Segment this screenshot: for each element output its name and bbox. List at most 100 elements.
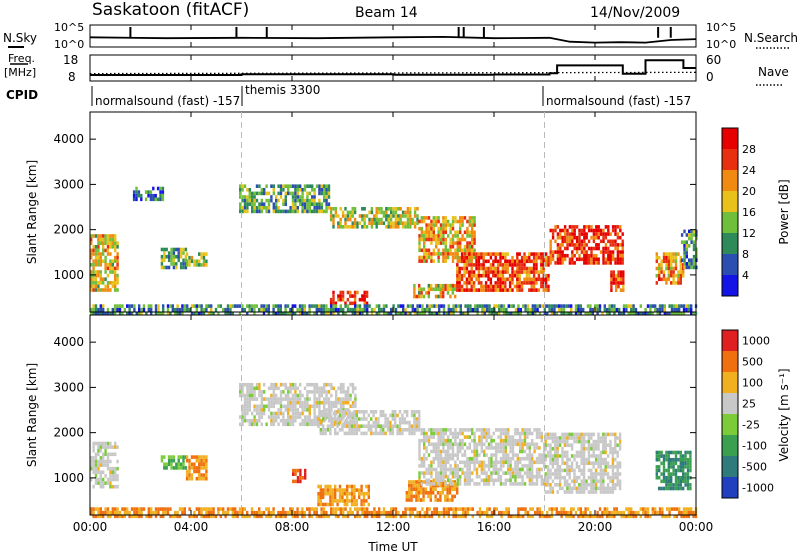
velocity-cell xyxy=(226,507,230,511)
velocity-cell xyxy=(592,432,595,437)
velocity-cell xyxy=(526,474,529,479)
velocity-cell xyxy=(587,483,591,487)
velocity-cell xyxy=(435,507,438,511)
power-cell xyxy=(602,235,605,240)
velocity-cell xyxy=(394,417,397,421)
power-cell xyxy=(573,232,576,236)
power-cell xyxy=(202,255,206,260)
power-cell xyxy=(568,239,572,244)
power-cell xyxy=(516,288,519,292)
velocity-cell xyxy=(495,460,498,465)
power-cell xyxy=(619,250,622,254)
velocity-cell xyxy=(558,483,562,487)
velocity-cell xyxy=(353,413,356,418)
velocity-cell xyxy=(432,446,435,450)
velocity-cell xyxy=(544,457,547,462)
power-cell xyxy=(456,266,459,271)
power-cell xyxy=(603,304,606,308)
velocity-cell xyxy=(104,459,107,464)
velocity-cell xyxy=(282,418,285,423)
power-cell xyxy=(568,261,572,265)
velocity-cell xyxy=(677,479,680,484)
velocity-cell xyxy=(522,514,525,519)
power-cell xyxy=(597,232,600,236)
velocity-cell xyxy=(190,473,194,477)
velocity-cell xyxy=(377,431,380,436)
power-cell xyxy=(265,307,268,312)
velocity-cell xyxy=(468,482,471,486)
power-cell xyxy=(341,290,345,295)
power-cell xyxy=(202,307,206,312)
power-cell xyxy=(494,255,497,260)
power-cell xyxy=(520,281,524,285)
power-cell xyxy=(518,273,521,278)
power-cell xyxy=(665,252,668,256)
power-cell xyxy=(579,304,582,308)
velocity-cell xyxy=(344,393,347,398)
power-cell xyxy=(573,261,576,265)
power-cell xyxy=(622,281,625,285)
power-cell xyxy=(480,288,483,292)
velocity-cell xyxy=(343,424,346,428)
velocity-cell xyxy=(447,435,450,439)
power-cell xyxy=(406,207,410,211)
velocity-cell xyxy=(267,510,270,515)
power-cell xyxy=(496,252,500,256)
power-cell xyxy=(361,207,364,211)
velocity-cell xyxy=(573,483,576,487)
velocity-cell xyxy=(660,479,663,484)
power-cell xyxy=(489,284,493,289)
velocity-cell xyxy=(104,510,107,515)
velocity-cell xyxy=(114,441,117,446)
velocity-cell xyxy=(330,408,333,412)
power-cell xyxy=(604,261,608,265)
velocity-cell xyxy=(430,431,433,436)
power-cell xyxy=(425,234,428,238)
velocity-cell xyxy=(519,471,522,475)
power-cell xyxy=(325,202,328,206)
power-cell xyxy=(583,253,586,258)
velocity-cell xyxy=(104,452,107,457)
velocity-cell xyxy=(435,471,438,475)
velocity-cell xyxy=(322,491,325,496)
power-cell xyxy=(163,258,166,263)
power-cell xyxy=(621,243,624,247)
velocity-cell xyxy=(322,413,325,418)
power-cell xyxy=(477,252,481,256)
velocity-cell xyxy=(507,428,510,432)
power-cell xyxy=(654,307,657,312)
power-cell xyxy=(570,304,573,308)
power-cell xyxy=(449,223,452,227)
velocity-cell xyxy=(485,471,488,475)
velocity-cell xyxy=(578,432,581,437)
velocity-cell xyxy=(260,411,263,416)
velocity-cell xyxy=(526,442,529,447)
power-cell xyxy=(318,304,321,308)
velocity-cell xyxy=(324,428,327,432)
noise-series-line xyxy=(89,35,697,44)
velocity-cell xyxy=(558,486,562,491)
velocity-cell xyxy=(425,449,428,454)
power-cell xyxy=(463,259,466,264)
power-cell xyxy=(109,259,112,263)
velocity-cell xyxy=(170,462,173,467)
power-cell xyxy=(377,221,381,225)
velocity-cell xyxy=(277,510,280,515)
velocity-cell xyxy=(519,467,522,472)
velocity-cell xyxy=(304,476,307,480)
power-cell xyxy=(284,191,287,196)
velocity-cell xyxy=(200,466,203,470)
power-cell xyxy=(517,311,520,316)
velocity-cell xyxy=(343,502,346,507)
velocity-cell xyxy=(667,486,670,491)
power-cell xyxy=(144,190,148,194)
velocity-cell xyxy=(596,510,599,515)
velocity-cell xyxy=(437,442,440,447)
velocity-cell xyxy=(308,390,311,394)
power-cell xyxy=(308,311,311,316)
power-cell xyxy=(104,288,107,292)
power-cell xyxy=(94,277,98,281)
velocity-cell xyxy=(582,461,586,465)
power-cell xyxy=(363,304,366,308)
power-cell xyxy=(298,311,302,316)
